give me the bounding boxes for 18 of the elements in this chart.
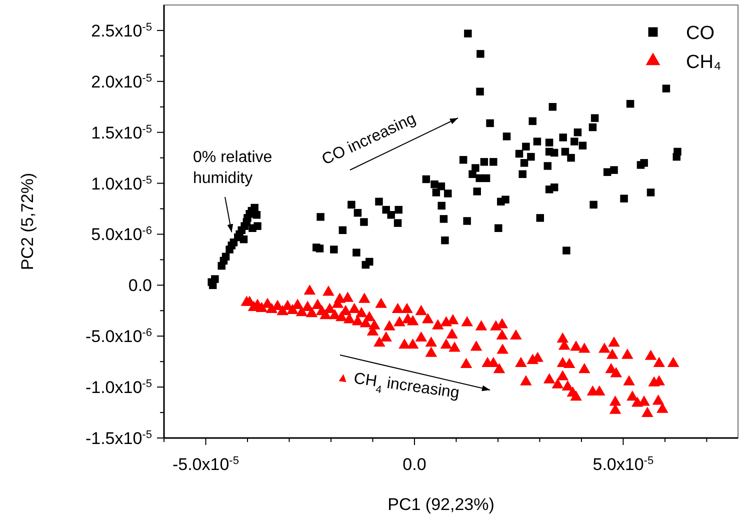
legend-label: CH₄ [686, 52, 722, 73]
y-tick-label: -5.0x10$^{-6}$ [85, 327, 152, 346]
x-tick-label: 5.0x10$^{-5}$ [592, 455, 654, 474]
y-tick-label: 2.0x10$^{-5}$ [91, 72, 152, 92]
legend-label: CO [686, 23, 714, 44]
y-axis-title: PC2 (5,72%) [18, 172, 37, 270]
x-tick-label: -5.0x10$^{-5}$ [172, 455, 240, 474]
annotation: 0% relative humidity [193, 149, 272, 187]
y-tick-label: 2.5x10$^{-5}$ [91, 21, 152, 40]
y-tick-label: 1.5x10$^{-5}$ [91, 123, 152, 142]
y-tick-label: -1.5x10$^{-5}$ [85, 429, 152, 448]
y-tick-label: 1.0x10$^{-5}$ [91, 174, 152, 194]
annotation: ▲ CH$_{4}$ increasing [336, 368, 460, 402]
y-tick-label: 0.0 [128, 276, 152, 296]
y-tick-label: -1.0x10$^{-5}$ [85, 378, 152, 398]
y-tick-label: 5.0x10$^{-6}$ [91, 225, 152, 244]
x-axis-title: PC1 (92,23%) [388, 495, 494, 514]
x-tick-label: 0.0 [402, 455, 426, 474]
